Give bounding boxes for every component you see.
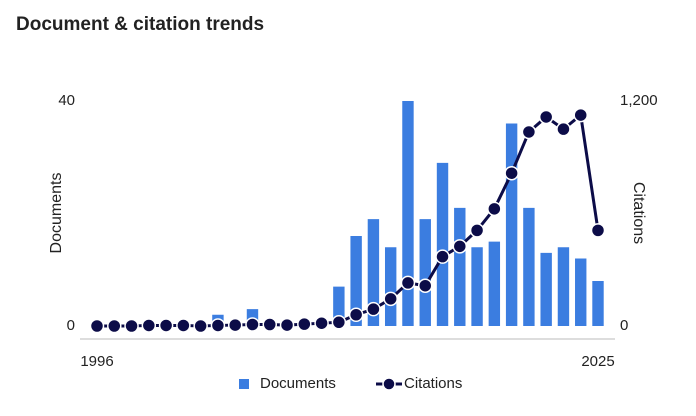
citation-point (158, 318, 174, 333)
citation-point (124, 318, 139, 334)
bar (436, 162, 449, 326)
legend-label: Citations (404, 375, 462, 392)
y2-axis-title: Citations (630, 182, 647, 244)
y2-tick-label: 0 (620, 317, 628, 334)
citation-line (97, 112, 600, 328)
citation-point (538, 109, 554, 125)
citation-point (227, 317, 243, 333)
citation-point (89, 318, 105, 334)
y2-tick-label: 1,200 (620, 92, 658, 109)
citation-point (176, 318, 191, 333)
bar (350, 236, 362, 326)
bar (575, 258, 587, 326)
citation-point (504, 165, 519, 181)
y-tick-label: 40 (58, 92, 75, 109)
citation-point (469, 223, 485, 238)
citation-point (435, 249, 450, 264)
legend-label: Documents (260, 375, 336, 392)
citation-point (297, 316, 312, 332)
bar (523, 207, 535, 326)
bar (557, 247, 570, 326)
y-axis-title: Documents (48, 173, 65, 254)
citation-point (279, 317, 295, 333)
x-tick-label: 1996 (80, 353, 113, 370)
citation-point (331, 315, 347, 330)
bar (471, 247, 483, 326)
citation-point (366, 301, 381, 317)
citation-point (573, 107, 588, 123)
bar (333, 286, 345, 326)
citation-point (348, 307, 364, 322)
y-tick-label: 0 (67, 317, 75, 334)
bar (592, 281, 604, 326)
citation-point (590, 223, 606, 238)
bar (488, 241, 501, 326)
citation-point (210, 318, 226, 333)
bar (402, 101, 414, 326)
citation-point (521, 124, 537, 140)
bar (454, 207, 466, 326)
citation-point (107, 318, 122, 334)
bar (384, 247, 397, 326)
bar (540, 252, 552, 326)
citation-point (314, 315, 329, 331)
citation-point (245, 317, 260, 332)
citation-point (383, 291, 398, 307)
bar (505, 123, 518, 326)
legend-swatch (239, 379, 249, 389)
citation-point (400, 275, 416, 291)
citation-point (262, 317, 278, 332)
x-tick-label: 2025 (581, 353, 614, 370)
citation-point (193, 318, 208, 334)
citation-point (452, 239, 468, 254)
citation-point (417, 278, 433, 293)
legend-swatch-dot (382, 377, 396, 391)
citation-point (487, 201, 502, 217)
chart-title: Document & citation trends (16, 14, 264, 35)
bar (367, 219, 380, 326)
citation-point (556, 121, 571, 137)
bar (419, 219, 431, 326)
citation-point (141, 318, 157, 333)
